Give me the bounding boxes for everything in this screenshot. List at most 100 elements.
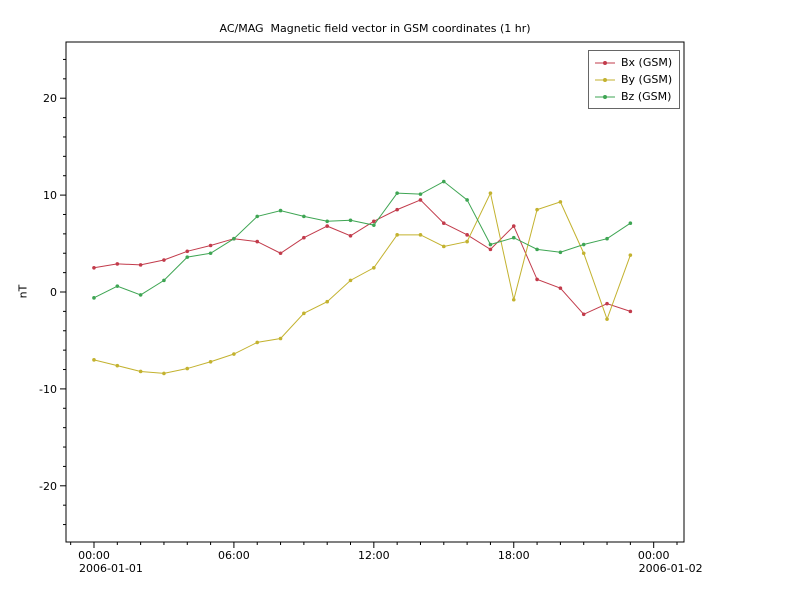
series-by-marker	[348, 278, 353, 283]
series-bz-marker	[581, 242, 586, 247]
series-bx-marker	[441, 221, 446, 226]
series-bz-marker	[348, 218, 353, 223]
series-bz-marker	[465, 198, 469, 202]
legend-label-by: By (GSM)	[621, 72, 673, 86]
series-bx-marker	[395, 207, 399, 212]
x-date-label: 2006-01-02	[639, 562, 703, 575]
series-by-marker	[558, 200, 563, 204]
series-by-marker	[208, 359, 213, 364]
series-by-marker	[441, 244, 446, 249]
series-bz-marker	[115, 284, 120, 288]
series-bx-marker	[255, 239, 260, 244]
series-bz	[92, 179, 633, 300]
series-bz-marker	[558, 250, 563, 255]
series-by-marker	[465, 239, 469, 244]
series-bx-marker	[628, 309, 633, 314]
x-tick-label: 18:00	[498, 549, 530, 562]
y-tick-label: -10	[39, 383, 57, 396]
series-by-marker	[232, 352, 236, 356]
plot-frame	[65, 41, 685, 543]
series-bx	[92, 198, 633, 317]
series-bz-marker	[441, 179, 446, 184]
legend-sample-by-icon	[595, 77, 615, 82]
series-bz-marker	[511, 235, 516, 240]
series-bz-marker	[185, 255, 190, 259]
legend-item-bz: Bz (GSM)	[594, 88, 672, 105]
series-bx-marker	[418, 198, 423, 202]
series-by-marker	[92, 358, 96, 362]
series-by-marker	[162, 371, 166, 376]
series-bz-marker	[605, 236, 609, 241]
y-tick-label: 10	[43, 189, 57, 202]
series-bz-marker	[255, 214, 260, 219]
series-bx-marker	[488, 247, 493, 252]
legend: Bx (GSM) By (GSM) Bz (GSM)	[588, 50, 681, 109]
series-bz-marker	[395, 191, 399, 195]
series-bz-marker	[372, 223, 376, 227]
legend-label-bx: Bx (GSM)	[621, 55, 673, 69]
series-bz-marker	[208, 251, 213, 256]
series-bz-line	[93, 180, 631, 299]
legend-sample-bx-icon	[595, 60, 615, 65]
series-bx-marker	[558, 286, 563, 290]
series-bx-marker	[138, 263, 143, 267]
x-tick-label: 06:00	[218, 549, 250, 562]
series-by-marker	[372, 265, 376, 270]
y-tick-label: 0	[50, 286, 57, 299]
legend-item-bx: Bx (GSM)	[594, 54, 672, 71]
series-bz-marker	[138, 293, 143, 297]
series-bx-marker	[278, 251, 283, 256]
series-by	[92, 191, 633, 376]
series-by-marker	[511, 297, 516, 302]
x-date-label: 2006-01-01	[79, 562, 143, 575]
series-by-marker	[325, 299, 329, 304]
series-by-line	[93, 191, 631, 374]
series-by-marker	[395, 233, 399, 237]
series-bx-marker	[325, 224, 329, 228]
series-bx-marker	[372, 219, 376, 224]
series-bz-marker	[418, 192, 423, 196]
series-bx-marker	[465, 233, 469, 237]
series-by-marker	[418, 233, 423, 237]
series-bz-marker	[535, 247, 539, 252]
series-bx-marker	[302, 235, 306, 240]
series-by-marker	[138, 369, 143, 374]
series-bz-marker	[488, 242, 493, 247]
series-by-marker	[278, 336, 283, 341]
series-by-marker	[488, 191, 493, 195]
series-by-marker	[628, 253, 633, 257]
series-by-marker	[605, 317, 609, 321]
series-bx-marker	[511, 224, 516, 228]
series-bx-marker	[162, 258, 166, 262]
axis-ticks	[60, 58, 678, 548]
x-tick-label: 00:00	[638, 549, 670, 562]
series-by-marker	[535, 207, 539, 212]
legend-label-bz: Bz (GSM)	[621, 89, 672, 103]
series-bx-marker	[208, 243, 213, 248]
series-bz-marker	[628, 221, 633, 226]
series-bz-marker	[302, 214, 306, 219]
x-tick-label: 12:00	[358, 549, 390, 562]
series-bx-marker	[535, 277, 539, 282]
series-bx-line	[93, 199, 631, 315]
x-tick-label: 00:00	[78, 549, 110, 562]
series-bx-marker	[605, 301, 609, 306]
series-bz-marker	[232, 236, 236, 241]
series-by-marker	[185, 366, 190, 371]
series-by-marker	[302, 311, 306, 316]
series-bz-marker	[325, 219, 329, 224]
series-bz-marker	[278, 208, 283, 213]
series-by-marker	[255, 340, 260, 345]
legend-sample-bz-icon	[595, 94, 615, 99]
series-bx-marker	[581, 312, 586, 317]
chart-title: AC/MAG Magnetic field vector in GSM coor…	[219, 22, 531, 35]
y-tick-label: -20	[39, 480, 57, 493]
series-bx-marker	[348, 233, 353, 238]
series-by-marker	[581, 251, 586, 256]
y-tick-label: 20	[43, 92, 57, 105]
series-bx-marker	[115, 262, 120, 266]
legend-item-by: By (GSM)	[594, 71, 672, 88]
